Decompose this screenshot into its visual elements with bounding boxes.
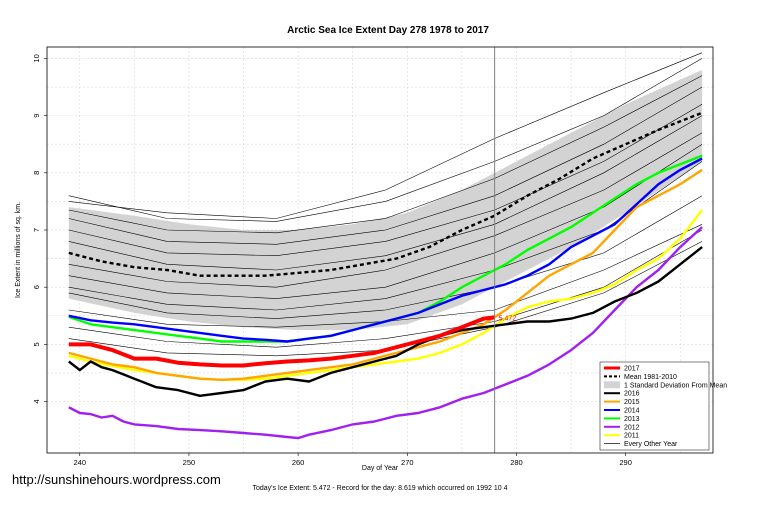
other-year-line xyxy=(68,195,703,319)
footnote: Today's Ice Extent: 5.472 - Record for t… xyxy=(252,485,507,492)
y-tick-label: 10 xyxy=(32,54,41,62)
other-year-line xyxy=(68,52,703,219)
y-tick-label: 6 xyxy=(32,285,41,289)
legend-label: 2011 xyxy=(624,433,639,440)
series-line-2012 xyxy=(68,226,703,440)
other-year-line xyxy=(68,58,703,222)
legend-label: 2013 xyxy=(624,416,640,423)
mean-layer xyxy=(68,111,703,277)
x-axis-ticks: 240 250 260 270 280 290 xyxy=(73,453,632,467)
x-tick-label: 270 xyxy=(401,458,414,467)
y-tick-label: 9 xyxy=(32,114,41,118)
plot-frame xyxy=(46,46,714,454)
other-year-line xyxy=(68,143,703,299)
y-tick-label: 5 xyxy=(32,342,41,346)
watermark: http://sunshinehours.wordpress.com xyxy=(12,472,221,487)
chart-title: Arctic Sea Ice Extent Day 278 1978 to 20… xyxy=(287,25,489,36)
legend-label: 2014 xyxy=(624,408,640,415)
other-year-line xyxy=(68,103,703,257)
series-line-2015 xyxy=(68,168,703,381)
x-axis-label: Day of Year xyxy=(362,465,399,472)
other-year-line xyxy=(68,75,703,234)
series-layer xyxy=(68,154,704,440)
std-band xyxy=(68,69,703,331)
y-tick-label: 7 xyxy=(32,228,41,232)
legend-label: Mean 1981-2010 xyxy=(624,374,677,381)
y-axis-ticks: 4 5 6 7 8 9 10 xyxy=(32,54,47,404)
other-year-line xyxy=(68,132,703,288)
y-tick-label: 8 xyxy=(32,171,41,175)
x-tick-label: 250 xyxy=(183,458,196,467)
x-tick-label: 290 xyxy=(619,458,632,467)
x-tick-label: 240 xyxy=(73,458,86,467)
legend-label: Every Other Year xyxy=(624,441,678,448)
reference-line-layer: 5.472 xyxy=(494,47,517,453)
other-year-line xyxy=(68,86,703,245)
y-axis-label: Ice Extent in millions of sq. km. xyxy=(15,202,22,298)
series-line-mean xyxy=(68,111,703,277)
legend-label: 2015 xyxy=(624,399,640,406)
legend-label: 2017 xyxy=(624,366,640,373)
x-tick-label: 260 xyxy=(292,458,305,467)
legend-label: 2012 xyxy=(624,424,640,431)
series-line-2017 xyxy=(68,315,495,368)
x-tick-label: 280 xyxy=(510,458,523,467)
legend-label: 1 Standard Deviation From Mean xyxy=(624,382,727,389)
std-band-layer xyxy=(68,69,703,331)
current-value-label: 5.472 xyxy=(499,315,517,322)
other-year-line xyxy=(68,229,703,348)
legend-box xyxy=(599,361,710,451)
other-year-line xyxy=(68,115,703,271)
legend-label: 2016 xyxy=(624,391,640,398)
y-tick-label: 4 xyxy=(32,399,41,403)
series-line-2016 xyxy=(68,246,703,397)
series-line-2014 xyxy=(68,157,703,343)
legend-swatch-std xyxy=(604,381,620,389)
